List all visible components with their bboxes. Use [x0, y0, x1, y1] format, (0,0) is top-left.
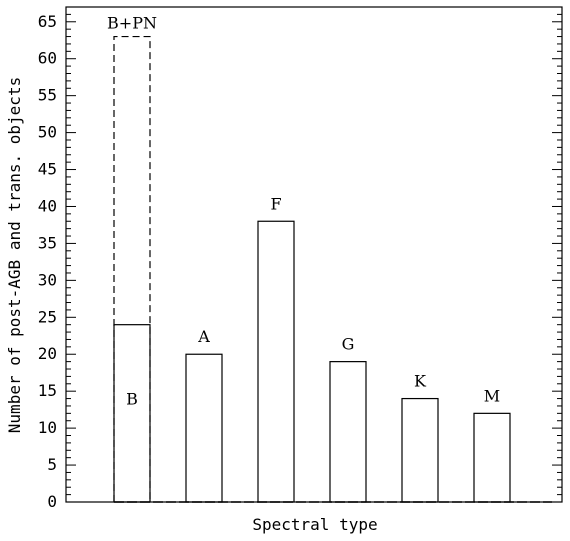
bar-b	[113, 324, 151, 503]
bar-label-k: K	[414, 372, 427, 391]
y-tick-label: 30	[38, 270, 57, 289]
plot-frame	[65, 6, 563, 503]
bar-label-f: F	[270, 194, 281, 213]
y-tick-label: 25	[38, 307, 57, 326]
y-tick-label: 45	[38, 160, 57, 179]
y-tick-label: 55	[38, 86, 57, 105]
y-tick-label: 5	[47, 455, 57, 474]
bar-label-g: G	[342, 335, 355, 354]
y-tick-label: 40	[38, 196, 57, 215]
y-tick-label: 20	[38, 344, 57, 363]
bar-k	[401, 397, 439, 503]
y-axis-label: Number of post-AGB and trans. objects	[5, 77, 24, 433]
bar-label-b: B	[126, 389, 138, 408]
bar-label-b-plus-pn: B+PN	[107, 14, 157, 33]
y-tick-label: 60	[38, 49, 57, 68]
bar-a	[185, 353, 223, 503]
y-tick-label: 35	[38, 233, 57, 252]
y-tick-label: 65	[38, 12, 57, 31]
bar-g	[329, 361, 367, 503]
y-tick-label: 50	[38, 123, 57, 142]
x-axis-label: Spectral type	[252, 515, 377, 534]
bar-m	[473, 412, 511, 503]
y-tick-label: 15	[38, 381, 57, 400]
bar-f	[257, 220, 295, 503]
bar-label-m: M	[484, 386, 500, 405]
y-tick-label: 10	[38, 418, 57, 437]
bar-b-plus-pn	[113, 35, 151, 502]
y-tick-label: 0	[47, 492, 57, 511]
bar-label-a: A	[197, 327, 210, 346]
plot-area: 0 5 10 15 20 25 30 35 40 45 50 55 60 65 B+PN B A F G K M	[38, 6, 563, 511]
